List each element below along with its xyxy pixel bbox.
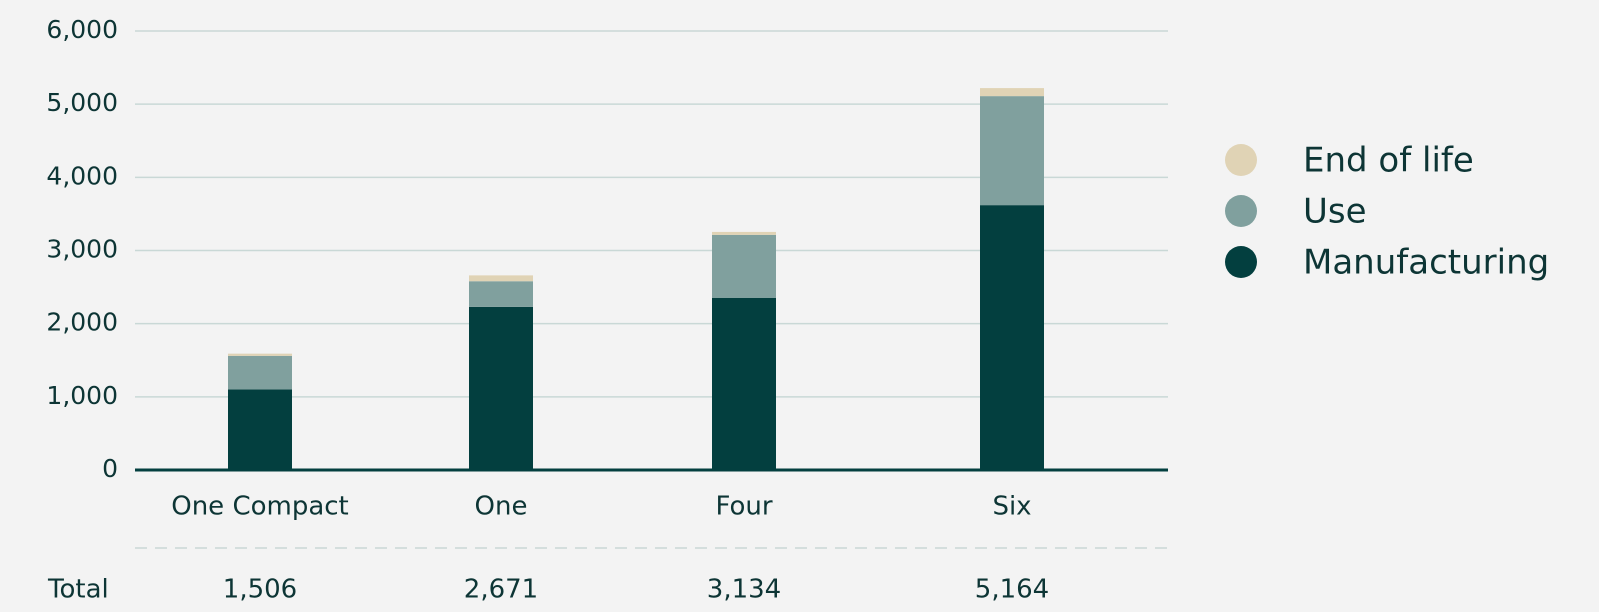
total-value: 2,671 xyxy=(464,575,538,605)
bar-segment xyxy=(980,88,1044,97)
y-tick-label: 0 xyxy=(102,454,118,483)
y-tick-label: 4,000 xyxy=(46,161,118,190)
bar-segment xyxy=(980,205,1044,471)
total-value: 5,164 xyxy=(975,575,1049,605)
total-value: 3,134 xyxy=(707,575,781,605)
legend-marker xyxy=(1225,195,1257,227)
bar-segment xyxy=(228,355,292,390)
bar-segment xyxy=(469,306,533,470)
y-tick-label: 1,000 xyxy=(46,381,118,410)
bar-segment xyxy=(712,231,776,235)
legend-label: Manufacturing xyxy=(1303,243,1549,283)
x-tick-label: One xyxy=(475,492,528,522)
bar-segment xyxy=(469,281,533,307)
bar-segment xyxy=(712,234,776,298)
bar-segment xyxy=(228,389,292,470)
bar-segment xyxy=(712,297,776,470)
total-value: 1,506 xyxy=(223,575,297,605)
x-tick-label: Four xyxy=(715,492,772,522)
legend-label: End of life xyxy=(1303,141,1474,181)
y-tick-label: 5,000 xyxy=(46,88,118,117)
legend-marker xyxy=(1225,246,1257,278)
legend-marker xyxy=(1225,144,1257,176)
y-tick-label: 6,000 xyxy=(46,15,118,44)
y-tick-label: 2,000 xyxy=(46,308,118,337)
y-tick-label: 3,000 xyxy=(46,235,118,264)
legend-label: Use xyxy=(1303,192,1367,232)
total-label: Total xyxy=(47,575,109,605)
bar-segment xyxy=(980,96,1044,206)
x-tick-label: Six xyxy=(992,492,1031,522)
bar-segment xyxy=(228,353,292,356)
x-tick-label: One Compact xyxy=(171,492,349,522)
bar-segment xyxy=(469,275,533,282)
